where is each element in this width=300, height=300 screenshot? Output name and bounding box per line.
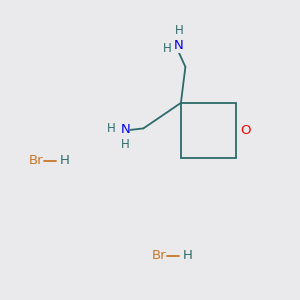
Text: H: H — [162, 41, 171, 55]
Text: H: H — [121, 138, 130, 151]
Text: Br: Br — [152, 249, 166, 262]
Text: H: H — [183, 249, 193, 262]
Text: N: N — [174, 39, 184, 52]
Text: Br: Br — [28, 154, 43, 167]
Text: O: O — [240, 124, 250, 137]
Text: H: H — [174, 24, 183, 38]
Text: H: H — [107, 122, 116, 135]
Text: N: N — [121, 123, 130, 136]
Text: H: H — [60, 154, 70, 167]
